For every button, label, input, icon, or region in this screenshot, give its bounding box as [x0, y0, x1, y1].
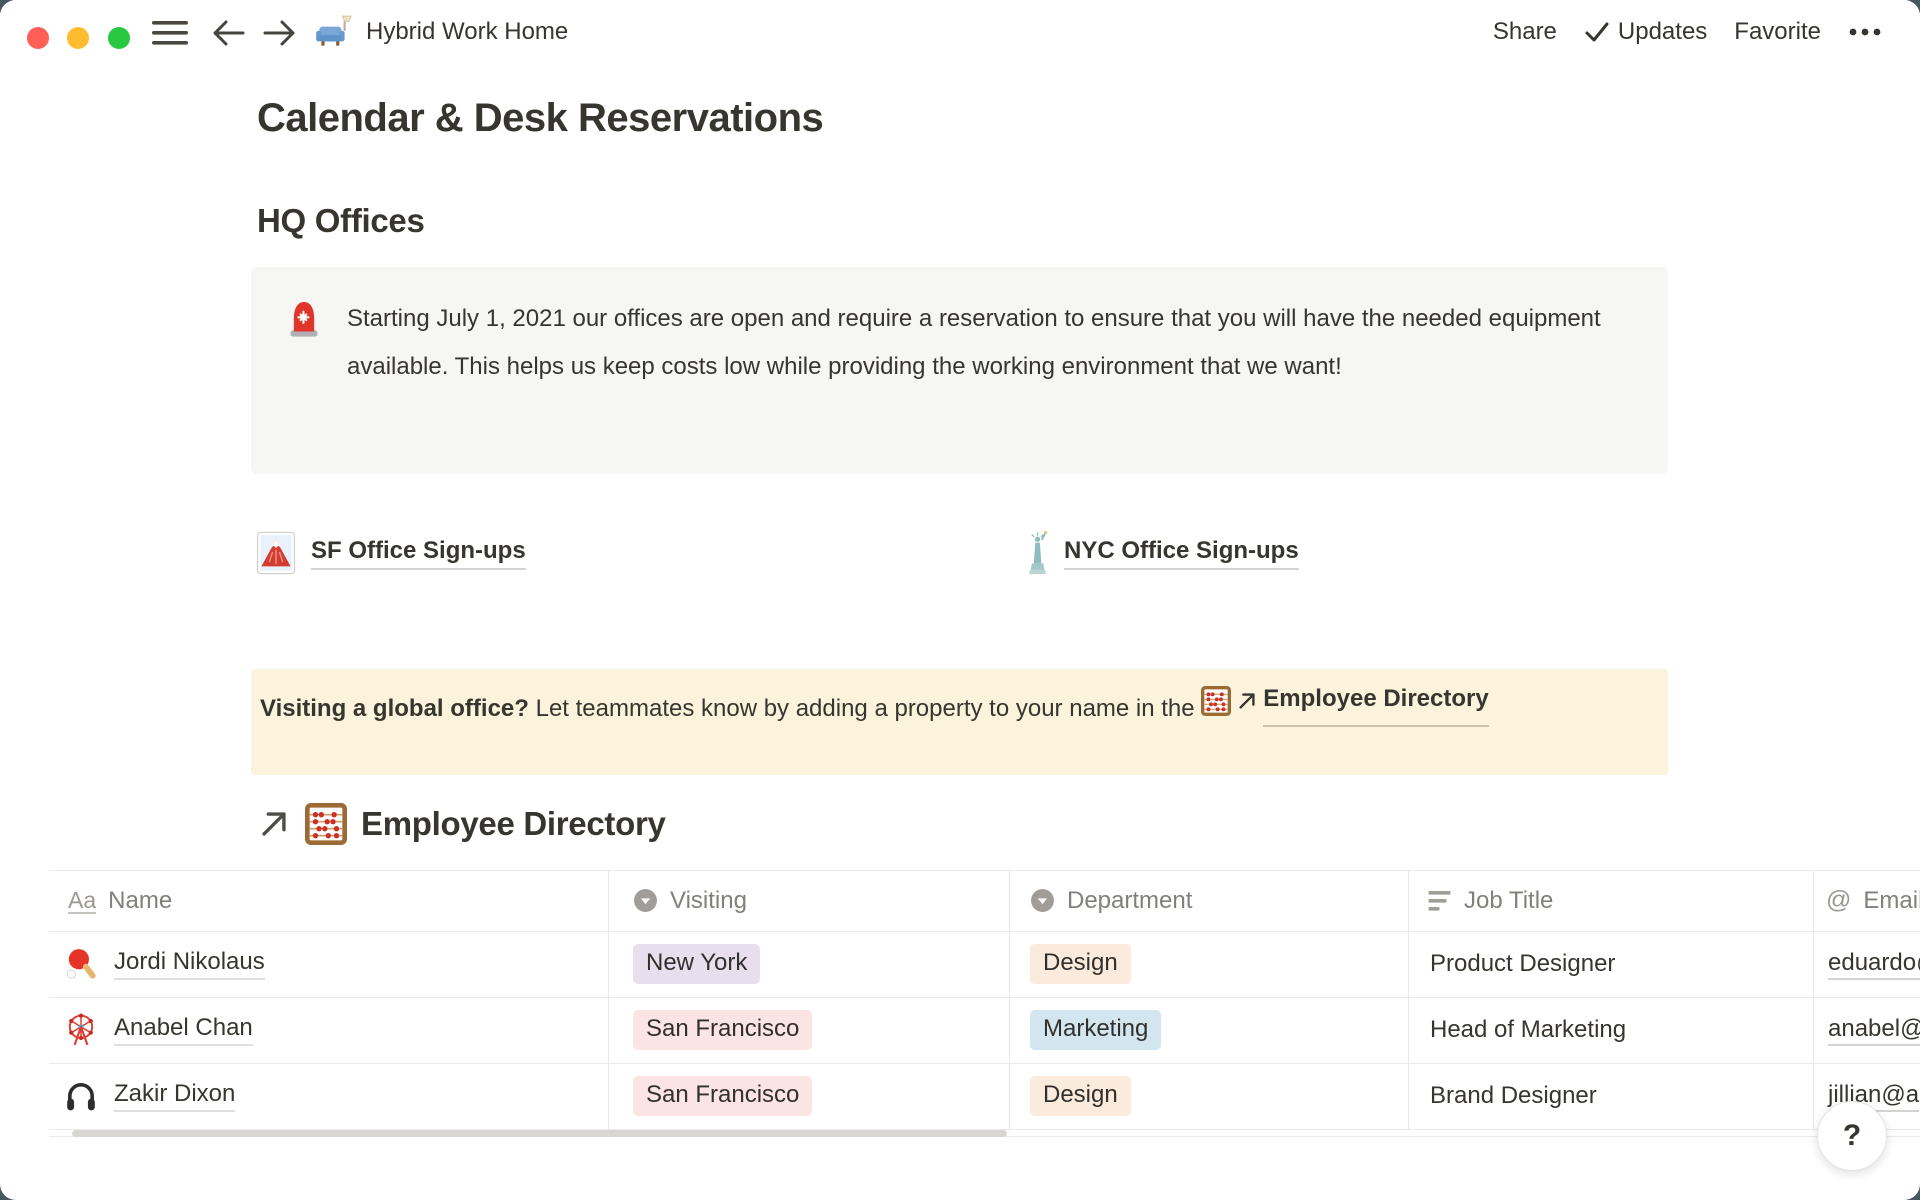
zoom-window-button[interactable] [108, 27, 130, 49]
table-border [49, 997, 1920, 998]
email-cell[interactable]: anabel@ [1828, 997, 1920, 1063]
checkmark-icon [1585, 22, 1609, 42]
ping-pong-icon [66, 949, 96, 979]
name-cell: Zakir Dixon [64, 1063, 236, 1129]
name-cell: Jordi Nikolaus [64, 931, 265, 997]
nyc-office-link-label: NYC Office Sign-ups [1064, 537, 1299, 570]
sf-office-link-label: SF Office Sign-ups [311, 537, 526, 570]
topbar: Hybrid Work Home Share Updates Favorite [0, 0, 1920, 64]
department-cell[interactable]: Design [1030, 1063, 1131, 1129]
select-property-icon [1031, 889, 1054, 912]
department-cell[interactable]: Design [1030, 931, 1131, 997]
more-options-icon[interactable] [1848, 27, 1882, 37]
ferris-wheel-icon [68, 1013, 94, 1046]
help-button[interactable]: ? [1817, 1101, 1887, 1171]
job-title-cell[interactable]: Product Designer [1430, 950, 1616, 977]
close-window-button[interactable] [27, 27, 49, 49]
email-link[interactable]: eduardo@ [1828, 949, 1920, 980]
email-link[interactable]: anabel@ [1828, 1015, 1920, 1046]
share-button[interactable]: Share [1492, 18, 1557, 45]
column-header-email[interactable]: @ Email [1826, 886, 1920, 914]
help-icon: ? [1842, 1119, 1862, 1152]
name-cell: Anabel Chan [64, 997, 253, 1063]
table-border [49, 870, 1920, 871]
headphone-icon [67, 1083, 95, 1111]
employee-directory-inline-link-label: Employee Directory [1263, 675, 1489, 727]
visiting-tag: San Francisco [633, 1010, 813, 1050]
column-header-job-title[interactable]: Job Title [1427, 870, 1553, 931]
abacus-icon [1201, 686, 1232, 716]
abacus-icon [305, 803, 347, 845]
select-property-icon [634, 889, 657, 912]
visiting-callout: Visiting a global office? Let teammates … [251, 669, 1668, 775]
forward-arrow-icon[interactable] [262, 19, 296, 47]
table-border [49, 931, 1920, 932]
column-header-department[interactable]: Department [1030, 870, 1192, 931]
job-title-cell[interactable]: Brand Designer [1430, 1082, 1597, 1109]
nyc-office-link[interactable]: NYC Office Sign-ups [1026, 530, 1299, 576]
visiting-tag: San Francisco [633, 1076, 813, 1116]
visiting-tag: New York [633, 944, 761, 984]
linked-database-heading[interactable]: Employee Directory [257, 798, 666, 850]
text-property-icon: Aa [68, 886, 97, 914]
north-east-arrow-icon [1239, 693, 1255, 709]
back-arrow-icon[interactable] [212, 19, 246, 47]
column-divider[interactable] [1813, 870, 1814, 1129]
north-east-arrow-icon [262, 812, 286, 836]
couch-and-lamp-icon [316, 15, 352, 46]
employee-directory-inline-link[interactable]: Employee Directory [1201, 675, 1489, 727]
email-cell[interactable]: eduardo@ [1828, 931, 1920, 997]
employee-name-link[interactable]: Jordi Nikolaus [114, 948, 265, 980]
sf-office-link[interactable]: SF Office Sign-ups [257, 530, 526, 576]
department-tag: Design [1030, 944, 1131, 984]
mount-fuji-photo-icon [257, 531, 295, 575]
linked-database-title: Employee Directory [361, 805, 666, 842]
favorite-button[interactable]: Favorite [1734, 18, 1821, 45]
notice-callout: Starting July 1, 2021 our offices are op… [251, 267, 1668, 474]
at-sign-icon: @ [1826, 886, 1852, 914]
job-title-cell[interactable]: Head of Marketing [1430, 1016, 1627, 1043]
text-lines-property-icon [1428, 890, 1451, 911]
department-cell[interactable]: Marketing [1030, 997, 1162, 1063]
minimize-window-button[interactable] [67, 27, 89, 49]
visiting-cell[interactable]: New York [633, 931, 761, 997]
hamburger-menu-icon[interactable] [151, 19, 191, 47]
employee-name-link[interactable]: Zakir Dixon [114, 1080, 236, 1112]
horizontal-scrollbar[interactable] [72, 1130, 1007, 1137]
statue-of-liberty-icon [1029, 530, 1048, 575]
column-divider[interactable] [1009, 870, 1010, 1129]
page-title-breadcrumb[interactable]: Hybrid Work Home [366, 18, 569, 45]
visiting-callout-text: Let teammates know by adding a property … [528, 695, 1202, 722]
employee-name-link[interactable]: Anabel Chan [114, 1014, 253, 1046]
department-tag: Marketing [1030, 1010, 1162, 1050]
topbar-actions: Share Updates Favorite [1493, 0, 1882, 64]
visiting-cell[interactable]: San Francisco [633, 1063, 813, 1129]
visiting-cell[interactable]: San Francisco [633, 997, 813, 1063]
column-header-name[interactable]: Aa Name [68, 886, 173, 914]
column-divider[interactable] [1408, 870, 1409, 1129]
column-header-visiting[interactable]: Visiting [633, 870, 747, 931]
police-car-light-icon [290, 302, 318, 337]
department-tag: Design [1030, 1076, 1131, 1116]
updates-button[interactable]: Updates [1584, 18, 1707, 46]
table-border [49, 1129, 1920, 1130]
column-divider[interactable] [608, 870, 609, 1129]
notice-text: Starting July 1, 2021 our offices are op… [347, 305, 1601, 380]
section-heading: HQ Offices [257, 202, 425, 239]
table-border [49, 1063, 1920, 1064]
page-title: Calendar & Desk Reservations [257, 96, 824, 140]
visiting-callout-bold: Visiting a global office? [260, 695, 529, 722]
